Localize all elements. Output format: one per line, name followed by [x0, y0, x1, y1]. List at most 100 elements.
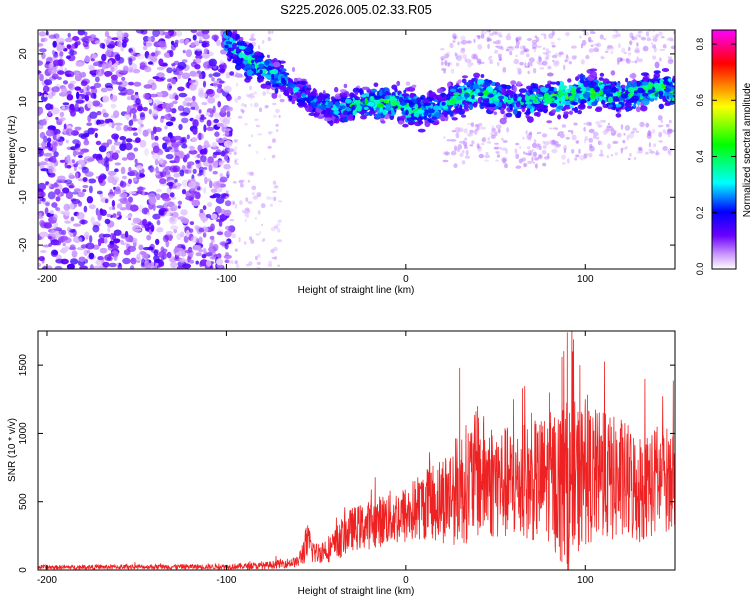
spectrogram-halo-blob: [527, 146, 531, 150]
spectrogram-faint-blob: [277, 264, 281, 267]
spectrogram-faint-blob: [263, 157, 266, 161]
x-tick-label: -200: [37, 274, 57, 285]
spectrogram-ridge-blob: [379, 106, 384, 113]
spectrogram-noise-blob: [39, 131, 46, 139]
spectrogram-halo-blob: [534, 157, 539, 161]
spectrogram-ridge-blob: [549, 81, 557, 85]
spectrogram-noise-blob: [110, 94, 118, 103]
spectrogram-noise-blob: [162, 142, 168, 150]
spectrogram-ridge-blob: [627, 87, 635, 93]
spectrogram-ridge-blob: [347, 114, 354, 121]
spectrogram-halo-blob: [460, 35, 466, 41]
spectrogram-halo-blob: [662, 44, 667, 49]
spectrogram-noise-blob: [113, 255, 118, 261]
spectrogram-noise-blob: [93, 82, 102, 89]
spectrogram-halo-blob: [501, 137, 504, 141]
spectrogram-noise-blob: [210, 188, 217, 193]
spectrogram-ridge-blob: [411, 84, 417, 88]
spectrogram-noise-blob: [86, 85, 90, 92]
spectrogram-halo-blob: [501, 147, 508, 151]
spectrogram-ridge-blob: [483, 89, 489, 97]
spectrogram-noise-blob: [81, 166, 87, 170]
spectrogram-ridge-blob: [499, 117, 507, 125]
spectrogram-noise-blob: [38, 182, 47, 191]
spectrogram-halo-blob: [662, 146, 668, 151]
spectrogram-halo-blob: [487, 38, 492, 42]
spectrogram-ridge-blob: [663, 88, 672, 93]
spectrogram-noise-blob: [94, 40, 101, 45]
spectrogram-noise-blob: [215, 196, 225, 204]
spectrogram-noise-blob: [43, 94, 48, 98]
spectrogram-faint-blob: [234, 260, 238, 265]
spectrogram-noise-blob: [185, 49, 193, 58]
spectrogram-faint-blob: [243, 241, 247, 245]
spectrogram-noise-blob: [41, 197, 46, 202]
spectrogram-noise-blob: [106, 152, 111, 159]
spectrogram-ridge-blob: [577, 104, 586, 110]
spectrogram-noise-blob: [52, 59, 62, 66]
spectrogram-noise-blob: [154, 158, 159, 166]
spectrogram-ridge-blob: [376, 102, 385, 109]
spectrogram-halo-blob: [629, 40, 633, 46]
spectrogram-noise-blob: [124, 113, 131, 119]
spectrogram-halo-blob: [579, 155, 586, 161]
spectrogram-halo-blob: [574, 157, 578, 161]
spectrogram-halo-blob: [652, 30, 655, 33]
spectrogram-noise-blob: [191, 199, 201, 207]
spectrogram-noise-blob: [188, 149, 198, 155]
spectrogram-noise-blob: [199, 36, 203, 43]
spectrogram-ridge-blob: [265, 81, 271, 86]
spectrogram-noise-blob: [192, 168, 197, 174]
spectrogram-noise-blob: [159, 171, 167, 178]
spectrogram-halo-blob: [515, 153, 519, 159]
spectrogram-ridge-blob: [379, 89, 383, 97]
spectrogram-ridge-blob: [599, 72, 605, 77]
spectrogram-noise-blob: [108, 206, 113, 211]
spectrogram-noise-blob: [46, 265, 53, 269]
spectrogram-noise-blob: [203, 48, 209, 54]
spectrogram-halo-blob: [575, 154, 580, 158]
spectrogram-noise-blob: [39, 73, 44, 82]
spectrogram-noise-blob: [188, 169, 192, 174]
spectrogram-noise-blob: [114, 122, 123, 126]
spectrogram-halo-blob: [488, 30, 491, 32]
spectrogram-noise-blob: [132, 217, 141, 224]
spectrogram-noise-blob: [92, 53, 97, 59]
spectrogram-noise-blob: [201, 101, 208, 106]
spectrogram-halo-blob: [665, 131, 671, 135]
spectrogram-noise-blob: [61, 229, 67, 236]
spectrogram-noise-blob: [212, 182, 221, 189]
spectrogram-halo-blob: [600, 119, 606, 123]
spectrogram-ridge-blob: [373, 95, 381, 100]
spectrogram-noise-blob: [118, 92, 127, 96]
spectrogram-halo-blob: [540, 33, 546, 36]
spectrogram-ridge-blob: [462, 100, 467, 105]
spectrogram-noise-blob: [38, 256, 45, 262]
spectrogram-noise-blob: [47, 137, 52, 143]
spectrogram-noise-blob: [82, 40, 89, 48]
spectrogram-noise-blob: [125, 138, 133, 143]
spectrogram-ridge-blob: [551, 109, 557, 114]
spectrogram-ridge-blob: [399, 115, 406, 121]
spectrogram-noise-blob: [91, 73, 97, 78]
spectrogram-ridge-blob: [611, 86, 617, 93]
spectrogram-noise-blob: [74, 86, 82, 91]
spectrogram-faint-blob: [240, 103, 245, 107]
spectrogram-faint-blob: [253, 91, 258, 95]
spectrogram-halo-blob: [583, 122, 586, 125]
spectrogram-halo-blob: [606, 155, 609, 159]
spectrogram-halo-blob: [474, 128, 478, 135]
spectrogram-halo-blob: [497, 31, 502, 38]
spectrogram-noise-blob: [191, 95, 196, 102]
spectrogram-halo-blob: [516, 67, 522, 71]
spectrogram-noise-blob: [39, 250, 47, 253]
spectrogram-noise-blob: [205, 260, 212, 267]
spectrogram-noise-blob: [137, 126, 142, 134]
spectrogram-halo-blob: [658, 124, 665, 127]
spectrogram-noise-blob: [119, 136, 127, 141]
spectrogram-noise-blob: [216, 39, 221, 47]
spectrogram-faint-blob: [255, 233, 260, 236]
spectrogram-halo-blob: [595, 136, 600, 140]
spectrogram-noise-blob: [82, 184, 89, 189]
spectrogram-noise-blob: [162, 197, 172, 202]
